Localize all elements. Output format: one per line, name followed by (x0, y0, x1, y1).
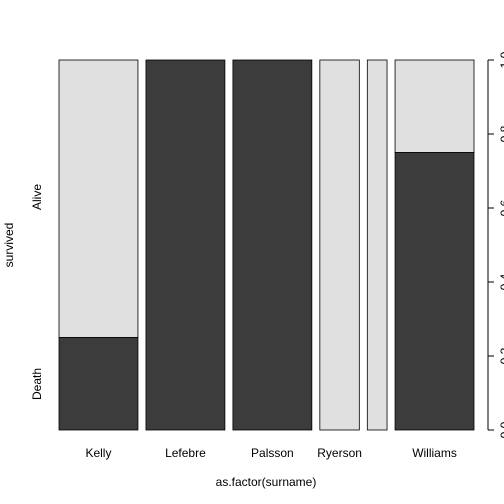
x-tick-label-2: Palsson (251, 446, 294, 460)
right-axis-tick-label-1: 0.2 (498, 347, 504, 364)
right-axis-tick-label-2: 0.4 (498, 273, 504, 290)
bar-death-5 (394, 152, 475, 431)
y-level-labels: Death Alive (30, 184, 44, 400)
bar-death-1 (145, 59, 226, 431)
right-axis-tick-label-5: 1.0 (498, 51, 504, 68)
bar-alive-5 (394, 59, 475, 153)
bar-alive-4 (366, 59, 388, 431)
bar-alive-0 (58, 59, 139, 338)
bar-death-0 (58, 337, 139, 431)
x-tick-label-3: Ryerson (317, 446, 362, 460)
right-axis-tick-label-3: 0.6 (498, 199, 504, 216)
bars-group (58, 59, 475, 431)
right-axis: 0.0 0.2 0.4 0.6 0.8 1.0 (487, 51, 504, 438)
right-axis-tick-label-0: 0.0 (498, 421, 504, 438)
x-tick-label-5: Williams (412, 446, 457, 460)
x-tick-label-1: Lefebre (165, 446, 206, 460)
y-level-label-alive: Alive (30, 184, 44, 210)
y-level-label-death: Death (30, 368, 44, 400)
bar-death-2 (232, 59, 313, 431)
x-axis-title: as.factor(surname) (216, 475, 317, 489)
x-tick-label-0: Kelly (85, 446, 111, 460)
right-axis-tick-label-4: 0.8 (498, 125, 504, 142)
bar-alive-3 (319, 59, 360, 431)
x-tick-labels: Kelly Lefebre Palsson Ryerson Williams (85, 446, 456, 460)
y-axis-title: survived (2, 223, 16, 268)
